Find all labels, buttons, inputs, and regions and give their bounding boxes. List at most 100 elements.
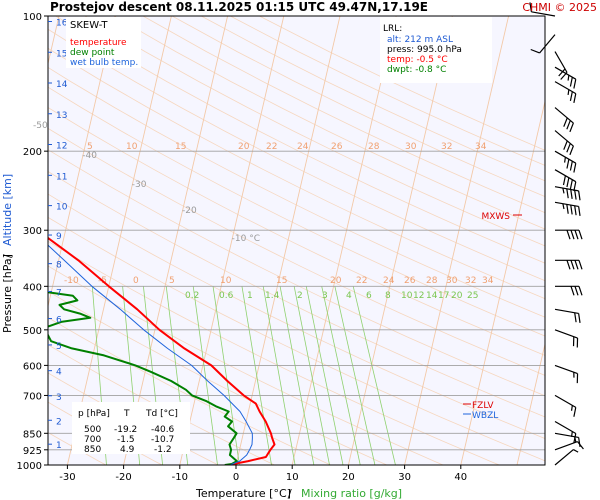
theta-label: 26	[404, 276, 416, 286]
wind-barb	[554, 51, 568, 80]
temperature-tick-label: 20	[342, 472, 355, 483]
copyright: CHMI © 2025	[522, 1, 597, 14]
theta-label: 28	[368, 142, 380, 152]
dry-adiabat	[48, 107, 545, 356]
wind-barb	[554, 441, 584, 451]
altitude-tick-label: 9	[56, 232, 62, 242]
mixing-ratio-label: 14	[426, 291, 438, 301]
legend-item-wetbulb: wet bulb temp.	[70, 58, 138, 68]
levels-row-700-p: 700	[84, 435, 101, 445]
levels-row-850-p: 850	[84, 445, 101, 455]
lrl-temp: temp: -0.5 °C	[387, 55, 448, 65]
dry-adiabat	[48, 66, 545, 318]
theta-label: 34	[475, 142, 487, 152]
wind-barb	[555, 285, 583, 296]
altitude-tick-label: 14	[56, 80, 68, 90]
dry-adiabat	[55, 16, 545, 264]
wind-barb	[554, 150, 577, 173]
levels-row-700-td: -10.7	[151, 435, 174, 445]
theta-label: 26	[331, 142, 343, 152]
lrl-dwpt: dwpt: -0.8 °C	[387, 65, 446, 75]
altitude-tick-label: 15	[56, 49, 67, 59]
pressure-tick-label: 925	[23, 446, 42, 457]
lrl-box	[380, 17, 492, 83]
mixing-ratio-line	[262, 286, 296, 465]
theta-label: 30	[446, 276, 458, 286]
wind-barb	[554, 449, 579, 466]
levels-row-500-td: -40.6	[151, 425, 175, 435]
mixing-ratio-label: 1.4	[265, 291, 280, 301]
wind-barb	[554, 169, 577, 192]
theta-label: 5	[169, 276, 175, 286]
dry-adiabat	[48, 171, 545, 418]
dry-adiabat	[48, 149, 545, 397]
levels-row-850-t: 4.9	[120, 445, 135, 455]
altitude-tick-label: 10	[56, 203, 68, 213]
isotherm-label: -20	[182, 206, 197, 216]
ylabel-separator: /	[1, 254, 14, 258]
theta-label: 22	[356, 276, 367, 286]
isotherm-line	[48, 16, 116, 309]
theta-label: 15	[175, 142, 186, 152]
theta-label: -10	[64, 276, 79, 286]
theta-label: 32	[441, 142, 452, 152]
wind-barb	[554, 394, 577, 417]
wetbulb-profile	[48, 244, 253, 465]
mixing-ratio-line	[293, 286, 330, 465]
mixing-ratio-line	[352, 286, 396, 465]
pressure-tick-label: 500	[23, 326, 42, 337]
theta-label: 15	[276, 276, 287, 286]
chart-title: Prostejov descent 08.11.2025 01:15 UTC 4…	[50, 0, 428, 14]
wind-barb	[555, 259, 583, 270]
levels-table-box	[72, 402, 190, 454]
temperature-tick-label: 0	[233, 472, 239, 483]
theta-label: 20	[330, 276, 342, 286]
dry-adiabat	[84, 16, 545, 247]
pressure-tick-label: 1000	[17, 461, 42, 472]
mixing-ratio-label: 6	[366, 291, 372, 301]
pressure-tick-label: 100	[23, 12, 42, 23]
pressure-tick-label: 600	[23, 361, 42, 372]
isotherm-line	[235, 16, 341, 465]
isotherm-label: -50	[33, 121, 48, 131]
lrl-alt: alt: 212 m ASL	[387, 35, 453, 45]
wind-barb	[554, 186, 581, 201]
lrl-title: LRL:	[383, 24, 402, 34]
mixing-ratio-label: 20	[451, 291, 463, 301]
altitude-tick-label: 12	[56, 142, 67, 152]
mixing-ratio-line	[241, 286, 272, 465]
levels-row-500-t: -19.2	[114, 425, 137, 435]
theta-label: 28	[426, 276, 438, 286]
temperature-tick-label: 10	[286, 472, 299, 483]
mixing-ratio-label: 10	[401, 291, 413, 301]
wind-barb	[554, 66, 577, 89]
isotherm-line	[460, 99, 545, 465]
mixing-ratio-label: 0.2	[185, 291, 199, 301]
theta-label: 34	[482, 276, 494, 286]
isotherm-line	[404, 16, 510, 465]
mixing-ratio-label: 12	[413, 291, 424, 301]
mixing-ratio-label: 4	[346, 291, 352, 301]
legend-box	[66, 17, 141, 68]
wind-barb	[554, 107, 574, 133]
pressure-tick-label: 850	[23, 429, 42, 440]
wind-barb	[554, 81, 577, 104]
mixing-ratio-line	[321, 286, 361, 465]
ylabel-altitude: Altitude [km]	[1, 174, 14, 246]
altitude-tick-label: 16	[56, 19, 68, 29]
levels-row-850-td: -1.2	[154, 445, 172, 455]
pressure-tick-label: 200	[23, 147, 42, 158]
plot-background	[48, 16, 545, 465]
altitude-tick-label: 13	[56, 111, 67, 121]
theta-label: 22	[266, 142, 277, 152]
mixing-ratio-label: 0.6	[219, 291, 234, 301]
altitude-tick-label: 2	[56, 417, 62, 427]
temperature-tick-label: 30	[398, 472, 411, 483]
levels-header-td: Td [°C]	[145, 409, 178, 419]
dry-adiabat	[48, 127, 545, 376]
altitude-tick-label: 5	[56, 342, 62, 352]
xlabel-temperature: Temperature [°C]	[195, 487, 291, 500]
isotherm-label: -10 °C	[232, 234, 260, 244]
dry-adiabat	[142, 16, 545, 214]
legend-item-temperature: temperature	[70, 38, 127, 48]
